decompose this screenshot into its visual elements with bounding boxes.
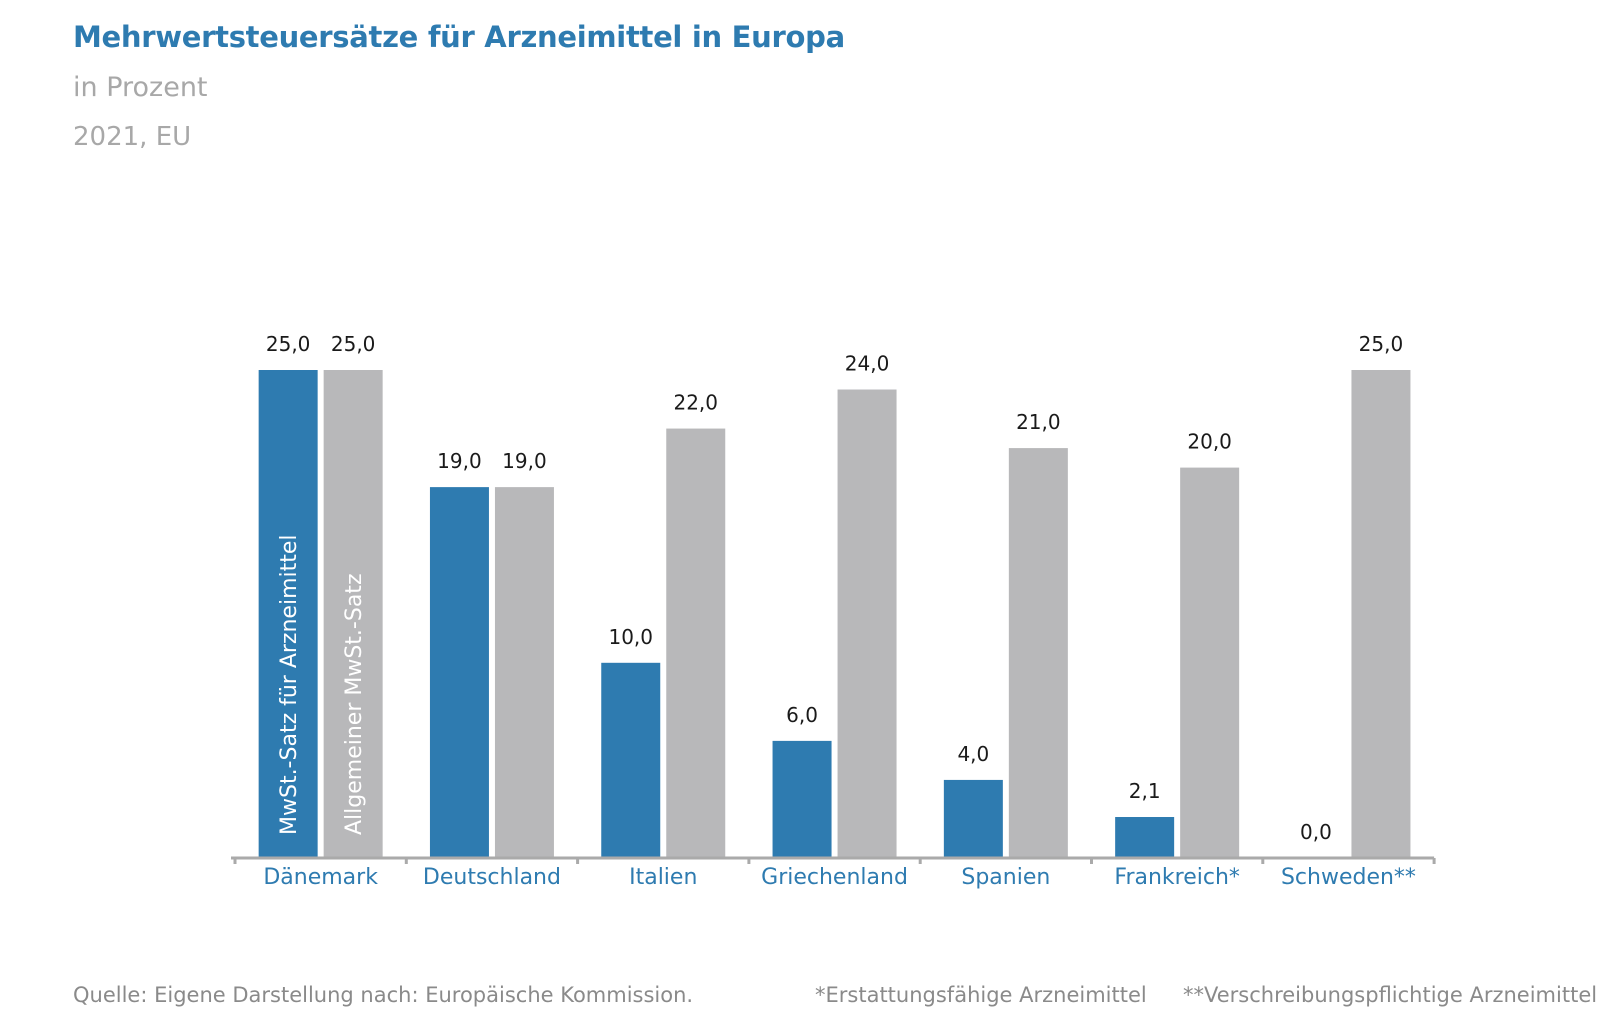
category-label-italien: Italien <box>629 865 697 890</box>
chart-title: Mehrwertsteuersätze für Arzneimittel in … <box>73 20 845 54</box>
data-label-arzneimittel-griechenland: 6,0 <box>786 703 818 727</box>
bar-allgemein-dänemark <box>323 370 383 858</box>
chart-year: 2021, EU <box>73 122 192 152</box>
source-note: Quelle: Eigene Darstellung nach: Europäi… <box>73 983 694 1007</box>
bar-allgemein-griechenland <box>837 389 897 858</box>
bar-arzneimittel-griechenland <box>772 740 832 858</box>
category-label-dänemark: Dänemark <box>263 865 378 890</box>
bar-arzneimittel-frankreich <box>1115 817 1175 858</box>
bar-arzneimittel-spanien <box>943 779 1003 858</box>
data-label-allgemein-schweden: 25,0 <box>1359 332 1404 356</box>
data-label-arzneimittel-deutschland: 19,0 <box>437 449 482 473</box>
category-label-frankreich: Frankreich* <box>1114 865 1240 890</box>
legend-series-allgemein: Allgemeiner MwSt.-Satz <box>342 574 367 836</box>
bar-allgemein-spanien <box>1008 448 1068 858</box>
bar-arzneimittel-dänemark <box>258 370 318 858</box>
bar-allgemein-schweden <box>1351 370 1411 858</box>
data-label-arzneimittel-italien: 10,0 <box>608 625 653 649</box>
chart-subtitle: in Prozent <box>73 72 208 103</box>
category-label-deutschland: Deutschland <box>423 865 561 890</box>
data-label-arzneimittel-frankreich: 2,1 <box>1129 779 1161 803</box>
data-label-arzneimittel-spanien: 4,0 <box>957 742 989 766</box>
data-label-allgemein-deutschland: 19,0 <box>502 449 547 473</box>
data-label-allgemein-spanien: 21,0 <box>1016 410 1061 434</box>
category-label-schweden: Schweden** <box>1281 865 1416 890</box>
bar-allgemein-deutschland <box>494 487 554 858</box>
data-label-allgemein-griechenland: 24,0 <box>845 352 890 376</box>
data-label-allgemein-italien: 22,0 <box>673 391 718 415</box>
data-label-allgemein-dänemark: 25,0 <box>331 332 376 356</box>
legend-series-arzneimittel: MwSt.-Satz für Arzneimittel <box>277 534 302 835</box>
category-label-spanien: Spanien <box>961 865 1050 890</box>
category-label-griechenland: Griechenland <box>761 865 908 890</box>
bar-allgemein-italien <box>666 428 726 858</box>
bar-arzneimittel-italien <box>601 662 661 858</box>
data-label-arzneimittel-schweden: 0,0 <box>1300 820 1332 844</box>
footnote-reimbursable: *Erstattungsfähige Arzneimittel <box>815 983 1147 1007</box>
data-label-allgemein-frankreich: 20,0 <box>1187 430 1232 454</box>
bar-allgemein-frankreich <box>1180 467 1240 858</box>
footnote-prescription: **Verschreibungspflichtige Arzneimittel <box>1183 983 1598 1007</box>
data-label-arzneimittel-dänemark: 25,0 <box>266 332 311 356</box>
bar-arzneimittel-deutschland <box>429 487 489 858</box>
